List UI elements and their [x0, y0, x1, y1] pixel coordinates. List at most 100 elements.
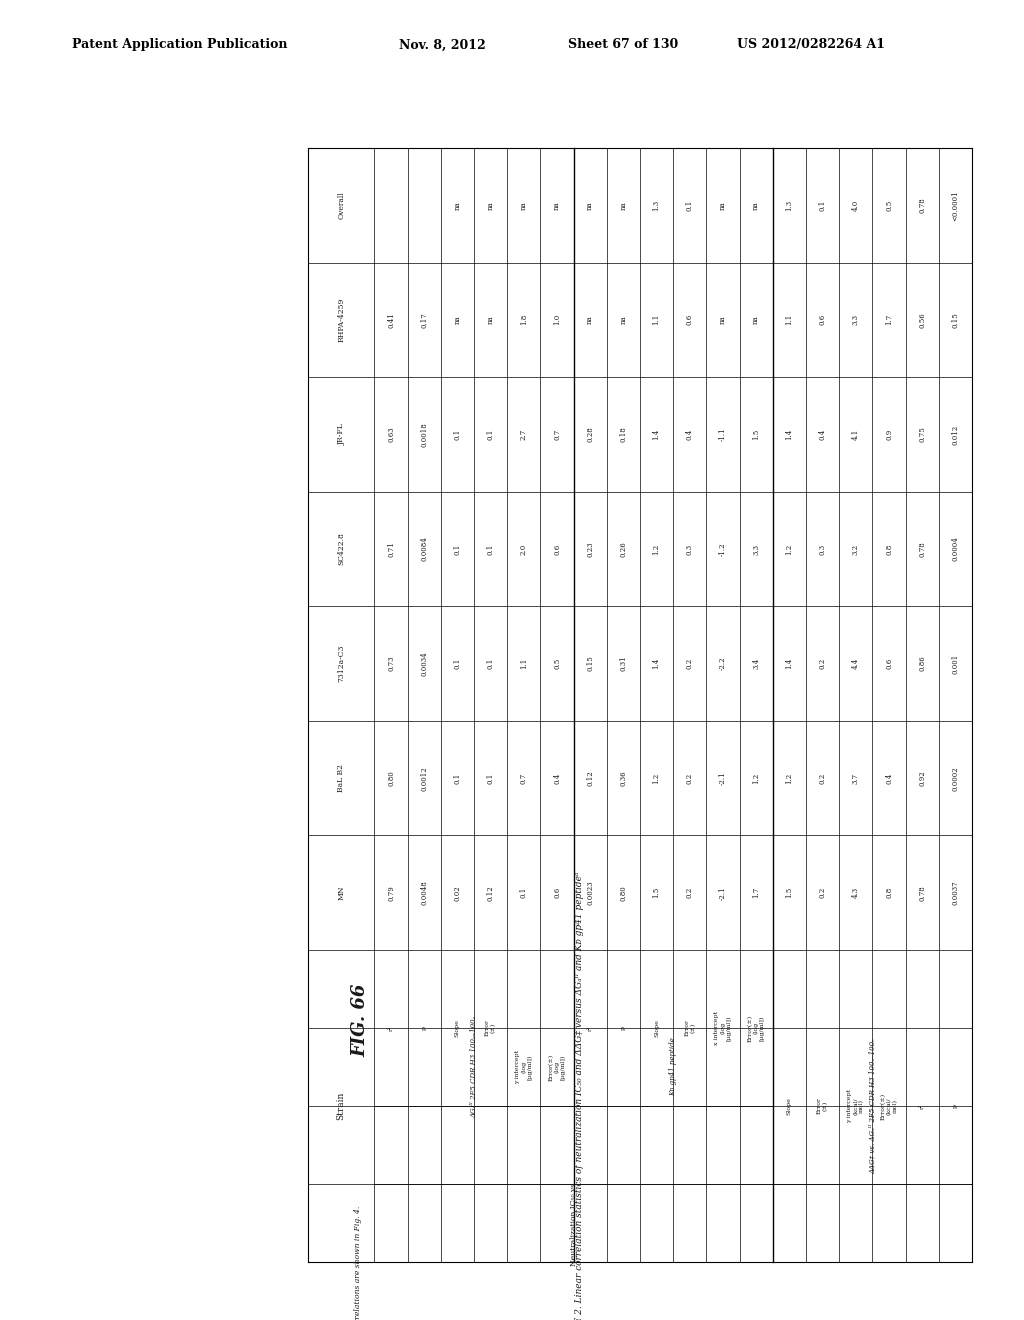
Text: 0.2: 0.2 — [818, 887, 826, 899]
Text: 0.1: 0.1 — [520, 887, 527, 899]
Text: r²: r² — [920, 1104, 925, 1109]
Text: 7312a-C3: 7312a-C3 — [337, 645, 345, 682]
Text: 2.0: 2.0 — [520, 544, 527, 554]
Text: 0.0037: 0.0037 — [951, 880, 959, 906]
Text: 0.012: 0.012 — [951, 424, 959, 445]
Text: 0.92: 0.92 — [919, 771, 926, 787]
Text: 0.1: 0.1 — [686, 199, 694, 211]
Text: x intercept
(log
[μg/ml]): x intercept (log [μg/ml]) — [715, 1011, 731, 1045]
Text: FIG. 66: FIG. 66 — [351, 983, 369, 1057]
Text: 0.63: 0.63 — [387, 426, 395, 442]
Text: 0.86: 0.86 — [919, 656, 926, 672]
Text: 0.23: 0.23 — [586, 541, 594, 557]
Text: 1.4: 1.4 — [652, 429, 660, 440]
Text: na: na — [454, 201, 462, 210]
Text: 1.1: 1.1 — [652, 314, 660, 326]
Text: p: p — [621, 1026, 626, 1030]
Text: 0.2: 0.2 — [818, 657, 826, 669]
Text: 1.2: 1.2 — [785, 772, 794, 784]
Text: Kᴅ gp41 peptide: Kᴅ gp41 peptide — [670, 1038, 677, 1097]
Text: 0.2: 0.2 — [818, 772, 826, 784]
Text: 0.3: 0.3 — [686, 544, 694, 554]
Text: 4.0: 4.0 — [852, 199, 860, 211]
Text: 1.2: 1.2 — [652, 772, 660, 784]
Text: 0.3: 0.3 — [818, 544, 826, 554]
Text: MN: MN — [337, 886, 345, 900]
Text: 0.36: 0.36 — [620, 771, 628, 785]
Text: na: na — [719, 201, 727, 210]
Text: 0.0034: 0.0034 — [420, 651, 428, 676]
Text: ΔGₐᴵᴵ 2F5 CDR H3 100ₐ–100ₑ: ΔGₐᴵᴵ 2F5 CDR H3 100ₐ–100ₑ — [470, 1016, 478, 1118]
Text: 1.5: 1.5 — [652, 887, 660, 899]
Text: 0.0002: 0.0002 — [951, 766, 959, 791]
Text: SC422.8: SC422.8 — [337, 532, 345, 565]
Text: 0.4: 0.4 — [553, 772, 561, 784]
Text: -2.1: -2.1 — [719, 771, 727, 785]
Text: 1.3: 1.3 — [785, 199, 794, 211]
Text: 0.7: 0.7 — [520, 772, 527, 784]
Text: Error
(±): Error (±) — [817, 1098, 828, 1114]
Text: 1.4: 1.4 — [652, 657, 660, 669]
Text: 0.6: 0.6 — [818, 314, 826, 326]
Text: 0.79: 0.79 — [387, 884, 395, 900]
Text: 0.9: 0.9 — [885, 429, 893, 440]
Text: 0.78: 0.78 — [919, 884, 926, 900]
Text: Error
(±): Error (±) — [485, 1019, 496, 1036]
Text: Error(±)
(log
[μg/ml]): Error(±) (log [μg/ml]) — [548, 1053, 565, 1081]
Text: Slope: Slope — [455, 1019, 460, 1038]
Text: 0.4: 0.4 — [885, 772, 893, 784]
Text: 0.41: 0.41 — [387, 312, 395, 327]
Text: 0.1: 0.1 — [486, 772, 495, 784]
Text: na: na — [620, 315, 628, 325]
Text: 0.001: 0.001 — [951, 653, 959, 673]
Text: 4.1: 4.1 — [852, 429, 860, 440]
Text: 0.2: 0.2 — [686, 772, 694, 784]
Text: Sheet 67 of 130: Sheet 67 of 130 — [568, 38, 679, 51]
Text: p: p — [953, 1104, 957, 1107]
Text: na: na — [520, 201, 527, 210]
Text: 0.8: 0.8 — [885, 544, 893, 554]
Text: 0.7: 0.7 — [553, 429, 561, 440]
Text: 0.1: 0.1 — [486, 429, 495, 440]
Text: 0.02: 0.02 — [454, 884, 462, 900]
Text: 4.4: 4.4 — [852, 657, 860, 669]
Text: 0.0048: 0.0048 — [420, 880, 428, 906]
Text: na: na — [620, 201, 628, 210]
Text: 0.1: 0.1 — [454, 657, 462, 669]
Text: 0.12: 0.12 — [586, 771, 594, 787]
Text: 0.0023: 0.0023 — [586, 880, 594, 906]
Text: 3.4: 3.4 — [753, 659, 760, 669]
Text: 1.8: 1.8 — [520, 314, 527, 326]
Text: na: na — [753, 315, 760, 325]
Text: y intercept
(log
[μg/ml]): y intercept (log [μg/ml]) — [515, 1049, 532, 1084]
Text: 1.2: 1.2 — [785, 544, 794, 554]
Text: Overall: Overall — [337, 191, 345, 219]
Text: 0.6: 0.6 — [885, 657, 893, 669]
Text: 1.4: 1.4 — [785, 429, 794, 440]
Text: 3.3: 3.3 — [753, 544, 760, 554]
Text: 0.78: 0.78 — [919, 198, 926, 213]
Text: na: na — [719, 315, 727, 325]
Text: 1.7: 1.7 — [885, 314, 893, 326]
Text: 1.4: 1.4 — [785, 657, 794, 669]
Text: 0.15: 0.15 — [951, 312, 959, 327]
Text: 0.80: 0.80 — [620, 884, 628, 900]
Text: Patent Application Publication: Patent Application Publication — [72, 38, 287, 51]
Text: Neutralization IC₅₀ vs.: Neutralization IC₅₀ vs. — [569, 1180, 578, 1266]
Text: 1.0: 1.0 — [553, 314, 561, 326]
Text: Error(±)
(kcal/
mol): Error(±) (kcal/ mol) — [881, 1093, 898, 1119]
Text: Error(±)
(log
[μg/ml]): Error(±) (log [μg/ml]) — [748, 1015, 765, 1041]
Text: na: na — [486, 315, 495, 325]
Text: Strain: Strain — [337, 1092, 346, 1121]
Text: 0.0012: 0.0012 — [420, 766, 428, 791]
Text: 0.73: 0.73 — [387, 656, 395, 672]
Text: 1.7: 1.7 — [753, 887, 760, 899]
Text: 0.78: 0.78 — [919, 541, 926, 557]
Text: 4.3: 4.3 — [852, 887, 860, 899]
Text: TABLE 2. Linear correlation statistics of neutralization IC₅₀ and ΔΔG‡ versus ΔG: TABLE 2. Linear correlation statistics o… — [575, 871, 585, 1320]
Text: 0.15: 0.15 — [586, 656, 594, 672]
Text: Nov. 8, 2012: Nov. 8, 2012 — [399, 38, 486, 51]
Text: -2.2: -2.2 — [719, 657, 727, 671]
Text: 0.6: 0.6 — [553, 544, 561, 554]
Text: RHPA-4259: RHPA-4259 — [337, 298, 345, 342]
